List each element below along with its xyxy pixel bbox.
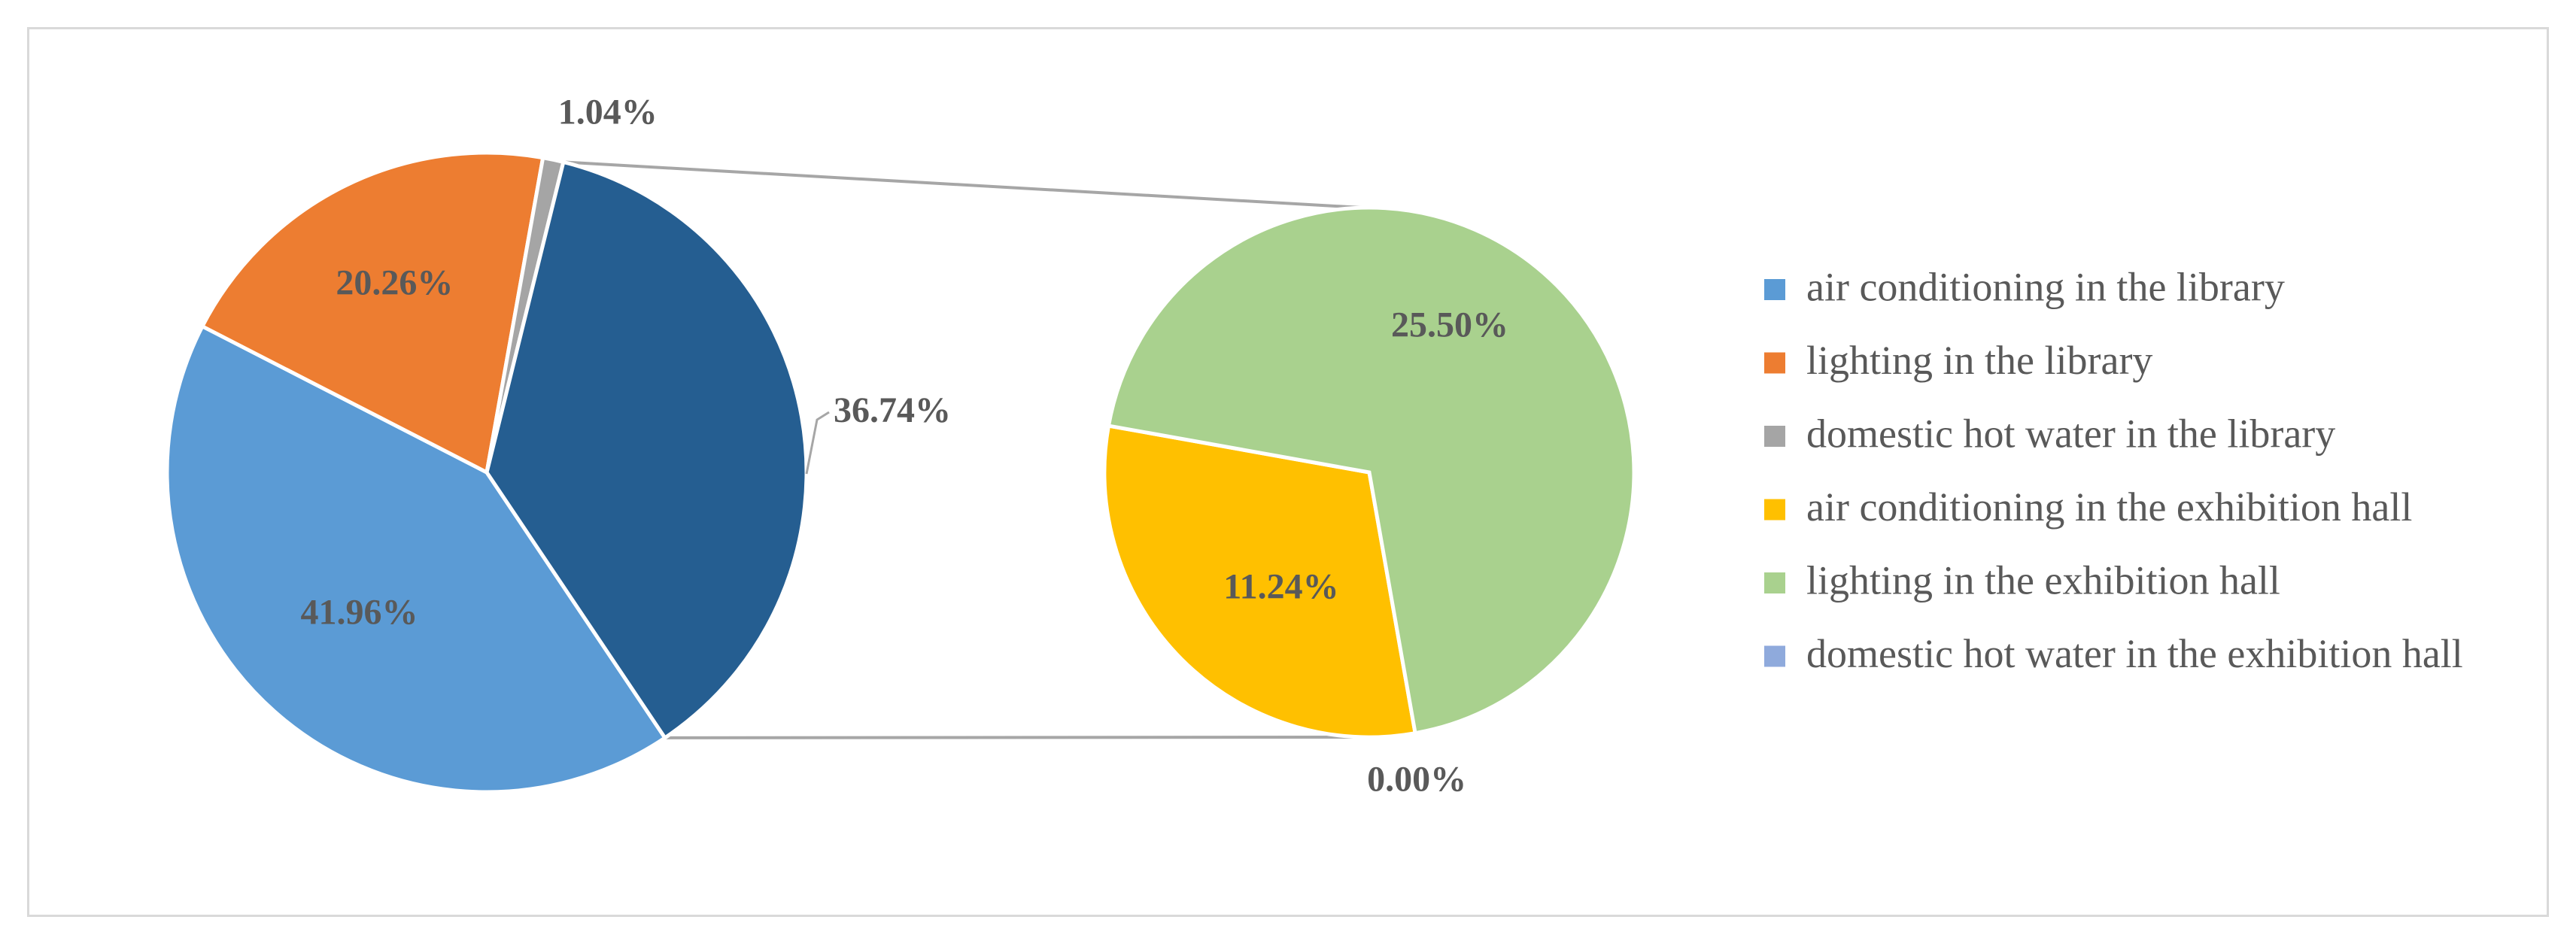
pie-slice-air-conditioning-in-the-library [165,323,668,794]
data-labels: 41.96% 20.26% 1.04% 36.74% 25.50% 11.24% 0.00% [300,93,1508,800]
data-label-lighting-in-the-exhibition-hall: 25.50% [1391,305,1508,345]
main-pie [165,150,809,794]
legend-label-domestic-hot-water-in-the-exhibition-hall: domestic hot water in the exhibition hal… [1806,631,2463,676]
pie-slice-lighting-in-the-exhibition-hall [1106,205,1636,736]
data-label-air-conditioning-in-the-exhibition-hall: 11.24% [1223,567,1338,607]
legend-label-lighting-in-the-exhibition-hall: lighting in the exhibition hall [1806,557,2280,603]
data-label-exhibition-hall-total: 36.74% [834,390,951,430]
connector-line-top [563,160,1362,209]
legend-swatch-air-conditioning-in-the-exhibition-hall [1764,499,1785,521]
connector-line-bottom [664,736,1362,739]
legend-swatch-domestic-hot-water-in-the-library [1764,426,1785,447]
data-label-domestic-hot-water-in-the-library: 1.04% [558,93,658,132]
legend-label-air-conditioning-in-the-library: air conditioning in the library [1806,264,2285,309]
legend-swatch-lighting-in-the-exhibition-hall [1764,572,1785,593]
connector-lines [563,160,1362,739]
pie-slice-air-conditioning-in-the-exhibition-hall [1102,423,1418,739]
legend-label-domestic-hot-water-in-the-library: domestic hot water in the library [1806,411,2335,456]
data-label-lighting-in-the-library: 20.26% [336,263,453,302]
leader-line-exhibition-hall-total [805,411,830,475]
pie-slice-lighting-in-the-library [199,150,545,475]
pie-slice-exhibition-hall-total [485,159,809,741]
data-label-domestic-hot-water-in-the-exhibition-hall: 0.00% [1367,760,1466,800]
secondary-pie [1102,205,1636,739]
data-label-air-conditioning-in-the-library: 41.96% [300,593,418,633]
legend-swatch-lighting-in-the-library [1764,352,1785,374]
legend-label-lighting-in-the-library: lighting in the library [1806,338,2152,383]
legend-swatch-domestic-hot-water-in-the-exhibition-hall [1764,645,1785,667]
legend-label-air-conditioning-in-the-exhibition-hall: air conditioning in the exhibition hall [1806,484,2412,530]
legend: air conditioning in the library lighting … [1764,264,2463,676]
legend-swatch-air-conditioning-in-the-library [1764,279,1785,300]
